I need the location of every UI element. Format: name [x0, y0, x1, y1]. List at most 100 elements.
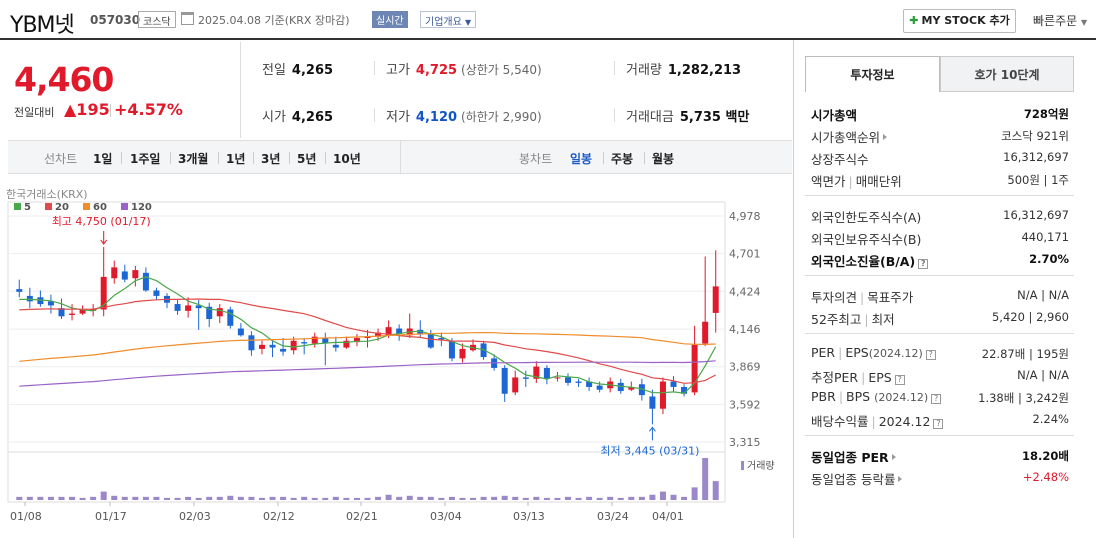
candle-body	[290, 340, 297, 351]
volume-bar	[290, 497, 297, 500]
volume-bar	[79, 497, 86, 500]
volume-bar	[617, 497, 624, 500]
candle-body	[142, 272, 149, 291]
quick-order-label: 빠른주문	[1033, 14, 1078, 28]
period-3m[interactable]: 3개월	[178, 152, 209, 166]
candle-body	[90, 309, 97, 311]
row-foreign-ratio: 외국인소진율(B/A)? 2.70%	[811, 250, 1069, 270]
stock-name: YBM넷	[10, 13, 75, 38]
moving-average-line	[19, 360, 716, 387]
candle-body	[258, 344, 265, 349]
candle-body	[343, 340, 350, 348]
add-mystock-button[interactable]: ✚ MY STOCK 추가	[903, 9, 1016, 33]
divider	[400, 141, 401, 173]
legend-swatch	[121, 203, 128, 210]
y-tick-label: 3,315	[729, 436, 761, 449]
legend-swatch	[45, 203, 52, 210]
tab-quote-10[interactable]: 호가 10단계	[940, 56, 1074, 92]
chart-source-label: 한국거래소(KRX)	[6, 188, 88, 201]
row-pbr-bps: PBR | BPS (2024.12)? 1.38배 | 3,242원	[811, 388, 1069, 408]
volume-bar	[58, 496, 65, 500]
stat-label: 시가	[262, 110, 286, 125]
volume-bar	[311, 497, 318, 500]
volume-bar	[406, 495, 413, 500]
candle-body	[438, 338, 445, 340]
realtime-button[interactable]: 실시간	[372, 11, 408, 28]
divider	[253, 152, 254, 164]
add-mystock-label: MY STOCK 추가	[921, 14, 1010, 27]
stock-header: YBM넷 057030 코스닥 2025.04.08 기준(KRX 장마감) 실…	[0, 0, 1096, 40]
stock-code: 057030	[90, 13, 141, 27]
row-sector-rate[interactable]: 동일업종 등락률 +2.48%	[811, 468, 1069, 488]
period-1y[interactable]: 1년	[226, 152, 246, 166]
divider	[110, 104, 111, 117]
row-value: 1.38배 | 3,242원	[978, 391, 1069, 405]
row-value: 440,171	[1021, 230, 1069, 244]
volume-bar	[375, 496, 382, 500]
volume-bar	[586, 496, 593, 500]
period-1d[interactable]: 1일	[93, 152, 113, 166]
pbr-label: PBR	[811, 389, 836, 404]
volume-bar	[164, 497, 171, 500]
divider	[603, 152, 604, 164]
legend-label: 60	[93, 202, 107, 213]
candle-body	[702, 321, 709, 344]
quick-order-button[interactable]: 빠른주문 ▼	[1033, 12, 1087, 29]
volume-bar	[364, 497, 371, 500]
volume-bar	[459, 497, 466, 500]
volume-bar	[575, 497, 582, 500]
bps-year: (2024.12)	[874, 391, 929, 404]
candle-monthly[interactable]: 월봉	[652, 152, 675, 166]
candle-weekly[interactable]: 주봉	[611, 152, 634, 166]
volume-bar	[280, 496, 287, 500]
row-label: 시가총액	[811, 108, 858, 123]
help-icon[interactable]: ?	[918, 259, 929, 269]
compare-label: 전일대비	[14, 106, 55, 119]
row-cap-rank[interactable]: 시가총액순위 코스닥 921위	[811, 126, 1069, 146]
calendar-icon	[181, 12, 194, 25]
row-label: 배당수익률 | 2024.12?	[811, 411, 944, 430]
period-5y[interactable]: 5년	[297, 152, 317, 166]
x-tick-label: 03/24	[597, 510, 629, 523]
stock-chart[interactable]: 한국거래소(KRX) 5 20 60 120 4,978 4,701 4,424 4,146 3,…	[0, 176, 795, 538]
row-value: N/A | N/A	[1017, 368, 1069, 382]
candle-daily[interactable]: 일봉	[570, 152, 593, 166]
period-1w[interactable]: 1주일	[130, 152, 161, 166]
row-value: 2.70%	[1029, 252, 1069, 266]
market-badge: 코스닥	[138, 11, 176, 28]
row-label-text: 동일업종 등락률	[811, 472, 896, 487]
row-market-cap: 시가총액 728억원	[811, 104, 1069, 124]
candle-body	[280, 348, 287, 352]
tab-investment-info[interactable]: 투자정보	[805, 56, 940, 92]
help-icon[interactable]: ?	[931, 394, 942, 404]
row-est-per-eps: 추정PER | EPS? N/A | N/A	[811, 366, 1069, 386]
row-sector-per[interactable]: 동일업종 PER 18.20배	[811, 446, 1069, 466]
volume-bar	[501, 495, 508, 500]
volume-bar	[396, 496, 403, 500]
period-3y[interactable]: 3년	[261, 152, 281, 166]
stat-high: 고가 4,725 (상한가 5,540)	[386, 59, 542, 78]
help-icon[interactable]: ?	[933, 419, 944, 429]
candle-body	[375, 332, 382, 337]
help-icon[interactable]: ?	[894, 375, 905, 385]
est-eps-label: EPS	[868, 370, 892, 385]
candle-body	[691, 344, 698, 393]
chart-period-bar: 선차트 1일 1주일 3개월 1년 3년 5년 10년 봉차트 일봉 주봉 월봉	[8, 140, 792, 174]
period-10y[interactable]: 10년	[333, 152, 361, 166]
candle-body	[100, 276, 107, 310]
volume-bar	[564, 496, 571, 500]
corp-overview-dropdown[interactable]: 기업개요 ▼	[420, 11, 477, 28]
candlestick-chart[interactable]: 한국거래소(KRX)5 20 60 120 4,978 4,701 4,424 4,146 3,…	[0, 176, 795, 538]
volume-bar	[69, 496, 76, 500]
row-value: 728억원	[1023, 107, 1069, 121]
candle-body	[47, 301, 54, 306]
moving-average-line	[19, 331, 716, 362]
row-value: 16,312,697	[1003, 150, 1069, 164]
candle-body	[121, 271, 128, 280]
divider	[644, 152, 645, 164]
stat-amount: 거래대금 5,735 백만	[626, 106, 749, 125]
volume-bar	[206, 496, 213, 500]
volume-bar	[142, 496, 149, 500]
help-icon[interactable]: ?	[925, 350, 936, 360]
investment-info-panel: 투자정보 호가 10단계 시가총액 728억원 시가총액순위 코스닥 921위 상장…	[805, 56, 1074, 496]
